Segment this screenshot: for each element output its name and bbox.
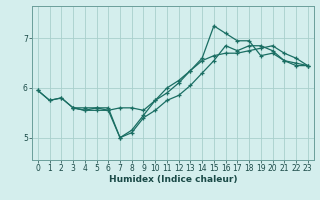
X-axis label: Humidex (Indice chaleur): Humidex (Indice chaleur) [108, 175, 237, 184]
